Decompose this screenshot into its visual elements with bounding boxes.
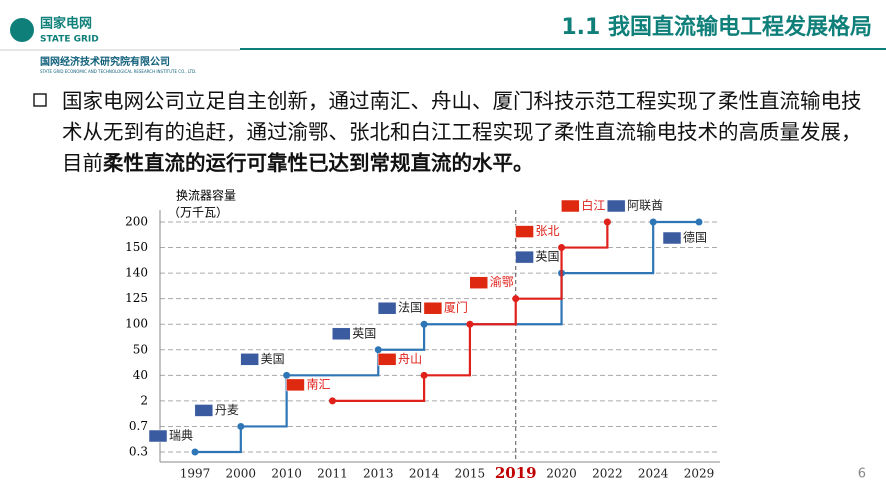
y-tick-label: 125	[125, 291, 148, 305]
x-tick-label: 1997	[180, 467, 211, 481]
x-tick-label: 2022	[592, 467, 623, 481]
y-axis-title: 换流器容量	[176, 188, 236, 203]
x-tick-label: 2019	[495, 464, 537, 482]
point	[328, 397, 336, 405]
x-tick-label: 2024	[638, 467, 669, 481]
x-tick-label: 2011	[317, 467, 348, 481]
point	[512, 295, 520, 303]
step-line	[286, 349, 380, 377]
x-tick-label: 2020	[546, 467, 577, 481]
x-tick-label: 2029	[684, 467, 715, 481]
org-cn: 国网经济技术研究院有限公司	[40, 55, 170, 68]
point-label: 南汇	[306, 376, 330, 391]
flag	[469, 276, 488, 289]
flag	[606, 199, 626, 213]
step-line	[515, 247, 563, 300]
point-label: 白江	[581, 198, 605, 213]
flag	[194, 404, 214, 417]
step-line	[332, 375, 426, 402]
flag	[148, 429, 168, 443]
bullet: 国家电网公司立足自主创新，通过南汇、舟山、厦门科技示范工程实现了柔性直流输电技术…	[62, 86, 874, 179]
point-label: 英国	[352, 326, 376, 340]
step-line	[561, 222, 609, 249]
bullet-bold: 柔性直流的运行可靠性已达到常规直流的水平。	[103, 151, 534, 175]
point	[466, 320, 474, 328]
flag	[662, 231, 682, 245]
x-tick-label: 2000	[226, 467, 257, 481]
flag	[332, 327, 351, 341]
org-en: STATE GRID ECONOMIC AND TECHNOLOGICAL RE…	[40, 69, 196, 74]
y-tick-label: 0.7	[129, 419, 148, 433]
flag	[240, 353, 259, 366]
point-label: 瑞典	[169, 429, 193, 443]
title: 1.1 我国直流输电工程发展格局	[561, 14, 872, 40]
point-label: 阿联酋	[627, 198, 663, 213]
bullet-text: 国家电网公司立足自主创新，通过南汇、舟山、厦门科技示范工程实现了柔性直流输电技术…	[62, 89, 862, 175]
point	[191, 448, 199, 456]
chart: 换流器容量 （万千瓦） 0.3 0.7 2 40 50 100 125 140 150 200 1997…	[125, 188, 720, 482]
y-tick-label: 150	[125, 240, 148, 254]
page-number: 6	[858, 467, 866, 482]
y-tick-label: 2	[140, 393, 148, 407]
y-tick-label: 100	[125, 317, 148, 331]
y-tick-label: 140	[125, 266, 148, 280]
flag	[377, 301, 397, 315]
logo-cn: 国家电网	[40, 16, 92, 32]
point	[603, 218, 611, 226]
step-line	[469, 298, 517, 326]
step-line	[424, 324, 472, 377]
y-tick-label: 0.3	[129, 445, 148, 459]
point	[420, 371, 428, 379]
point	[695, 218, 703, 226]
point-label: 法国	[398, 301, 422, 315]
x-tick-label: 2014	[409, 467, 440, 481]
step-line	[195, 426, 242, 454]
flag	[377, 353, 397, 366]
y-tick-label: 40	[133, 368, 148, 382]
y-axis-title: （万千瓦）	[168, 206, 228, 220]
flag	[423, 301, 443, 315]
point	[420, 320, 428, 328]
point-label: 厦门	[444, 300, 468, 315]
x-tick-label: 2013	[363, 467, 394, 481]
point-label: 美国	[261, 352, 285, 366]
y-tick-label: 200	[125, 215, 148, 229]
step-line	[378, 324, 426, 351]
x-tick-label: 2010	[271, 467, 302, 481]
logo-en: STATE GRID	[40, 35, 99, 45]
point-label: 舟山	[398, 352, 422, 366]
x-tick-label: 2015	[455, 467, 486, 481]
flag	[561, 199, 580, 213]
point-label: 丹麦	[215, 403, 239, 417]
y-tick-label: 50	[133, 342, 148, 356]
point	[283, 371, 291, 379]
step-line	[240, 375, 288, 428]
point	[374, 346, 382, 354]
point-label: 英国	[536, 250, 560, 264]
bullet-icon	[33, 93, 47, 107]
flag	[286, 378, 305, 392]
flag	[515, 250, 534, 264]
point-label: 德国	[683, 230, 707, 245]
logo-icon	[10, 18, 34, 42]
flag	[515, 225, 534, 238]
point	[558, 244, 566, 252]
point-label: 渝鄂	[490, 274, 514, 289]
point-label: 张北	[536, 224, 560, 238]
point	[649, 218, 657, 226]
step-line	[561, 222, 655, 275]
point	[237, 422, 245, 430]
